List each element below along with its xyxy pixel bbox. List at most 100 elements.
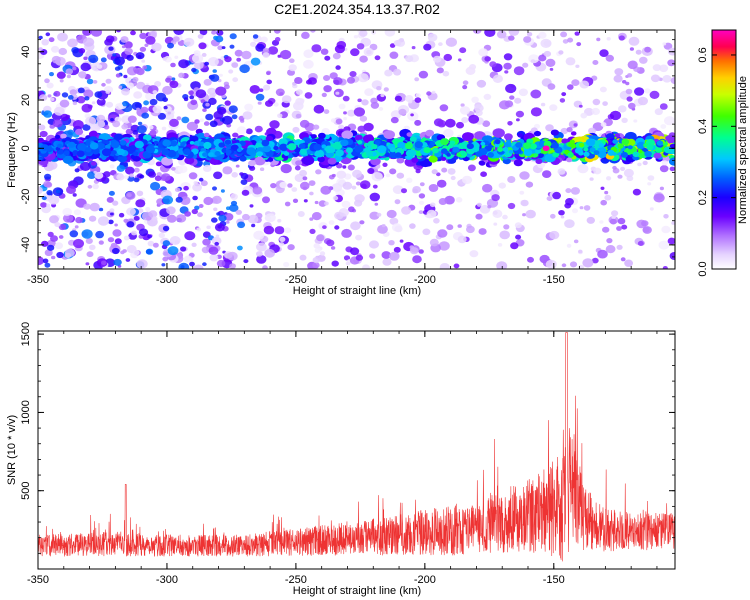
heatmap-cell: [364, 88, 374, 96]
heatmap-cell: [257, 101, 262, 105]
heatmap-cell: [503, 224, 510, 230]
heatmap-cell: [334, 211, 344, 220]
heatmap-cell: [274, 30, 281, 34]
heatmap-cell: [394, 225, 403, 233]
heatmap-cell: [663, 214, 669, 219]
heatmap-cell: [46, 244, 55, 251]
heatmap-cell: [208, 246, 219, 255]
heatmap-cell: [50, 235, 58, 242]
heatmap-cell: [457, 224, 462, 228]
y-tick-label: 40: [20, 46, 32, 58]
heatmap-cell: [244, 103, 254, 112]
heatmap-cell: [68, 141, 76, 148]
heatmap-cell: [466, 143, 474, 150]
heatmap-cell: [243, 259, 249, 264]
heatmap-cell: [523, 149, 533, 157]
heatmap-cell: [599, 143, 605, 148]
heatmap-cell: [174, 55, 179, 59]
heatmap-cell: [389, 147, 396, 153]
heatmap-cell: [153, 242, 159, 248]
heatmap-cell: [321, 144, 327, 149]
spectrogram-xlabel: Height of straight line (km): [293, 285, 421, 297]
heatmap-cell: [558, 50, 564, 55]
heatmap-cell: [236, 57, 242, 62]
heatmap-cell: [618, 35, 625, 41]
heatmap-cell: [81, 229, 93, 239]
heatmap-cell: [359, 180, 371, 190]
heatmap-cell: [359, 55, 368, 63]
heatmap-cell: [560, 215, 565, 219]
heatmap-cell: [632, 151, 640, 158]
heatmap-cell: [549, 104, 558, 111]
y-tick-label: -20: [20, 189, 32, 205]
heatmap-cell: [101, 139, 107, 144]
heatmap-cell: [124, 47, 133, 55]
heatmap-cell: [209, 120, 218, 128]
heatmap-cell: [252, 34, 259, 39]
colorbar-gradient: [711, 29, 737, 270]
heatmap-cell: [280, 49, 292, 60]
heatmap-cell: [457, 235, 467, 244]
heatmap-cell: [487, 205, 492, 209]
heatmap-cell: [405, 142, 413, 150]
heatmap-cell: [292, 126, 300, 133]
heatmap-cell: [167, 42, 174, 49]
heatmap-cell: [502, 214, 508, 220]
heatmap-cell: [51, 45, 60, 53]
heatmap-cell: [436, 172, 441, 177]
heatmap-cell: [656, 140, 664, 146]
heatmap-cell: [145, 249, 153, 255]
heatmap-cell: [646, 144, 654, 151]
heatmap-cell: [227, 251, 238, 261]
heatmap-cell: [602, 101, 608, 106]
heatmap-cell: [236, 148, 242, 153]
heatmap-cell: [127, 175, 135, 182]
heatmap-cell: [627, 73, 633, 78]
heatmap-cell: [264, 248, 276, 258]
heatmap-cell: [444, 195, 455, 205]
heatmap-cell: [578, 249, 583, 254]
heatmap-cell: [188, 172, 198, 180]
heatmap-cell: [53, 106, 65, 116]
heatmap-cell: [335, 91, 340, 95]
heatmap-cell: [382, 258, 392, 266]
heatmap-cell: [174, 240, 180, 245]
heatmap-cell: [229, 44, 235, 49]
heatmap-cell: [58, 47, 68, 56]
heatmap-cell: [110, 118, 114, 122]
heatmap-cell: [131, 230, 137, 236]
heatmap-cell: [530, 107, 542, 117]
heatmap-cell: [350, 247, 360, 256]
heatmap-cell: [288, 64, 297, 72]
heatmap-cell: [350, 48, 360, 57]
heatmap-cell: [239, 172, 244, 176]
heatmap-cell: [409, 245, 415, 250]
heatmap-cell: [88, 130, 98, 138]
heatmap-cell: [263, 84, 271, 91]
heatmap-cell: [170, 62, 176, 68]
heatmap-cell: [77, 87, 85, 94]
heatmap-cell: [108, 46, 114, 51]
heatmap-cell: [152, 90, 158, 95]
heatmap-cell: [393, 40, 402, 47]
heatmap-cell: [492, 209, 503, 218]
heatmap-cell: [135, 199, 146, 208]
heatmap-cell: [542, 170, 552, 179]
heatmap-cell: [459, 47, 467, 54]
heatmap-cell: [105, 101, 114, 108]
heatmap-cell: [439, 263, 450, 269]
heatmap-cell: [478, 48, 489, 57]
heatmap-cell: [105, 78, 112, 84]
heatmap-cell: [51, 55, 61, 64]
heatmap-cell: [508, 30, 520, 36]
heatmap-cell: [600, 199, 607, 206]
heatmap-cell: [346, 76, 356, 84]
heatmap-cell: [525, 209, 536, 219]
heatmap-cell: [518, 88, 529, 97]
heatmap-cell: [181, 116, 190, 124]
heatmap-cell: [438, 241, 450, 251]
heatmap-cell: [301, 155, 315, 166]
snr-frame: [37, 330, 676, 570]
heatmap-cell: [69, 230, 79, 238]
heatmap-cell: [460, 150, 466, 156]
